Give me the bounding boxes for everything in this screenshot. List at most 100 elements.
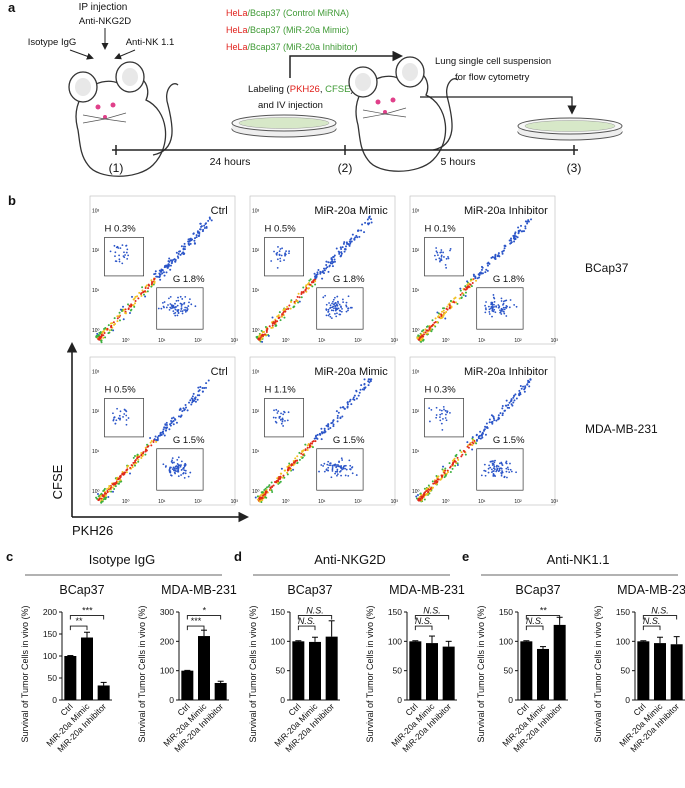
flow-dot	[433, 482, 436, 485]
significance-label: N.S.	[651, 606, 669, 616]
flow-dot	[505, 315, 508, 317]
flow-dot	[199, 228, 202, 231]
flow-dot	[323, 462, 326, 465]
flow-dot	[305, 286, 308, 289]
flow-dot	[157, 307, 160, 310]
y-tick-label: 100	[388, 636, 402, 646]
flow-dot	[117, 478, 120, 481]
significance-bracket	[297, 615, 333, 620]
flow-dot	[203, 387, 206, 390]
flow-dot	[490, 471, 493, 474]
flow-dot	[328, 265, 331, 268]
axis-tick-label: 10³	[92, 369, 100, 375]
flow-dot	[448, 307, 451, 310]
flow-dot	[254, 496, 257, 499]
flow-dot	[108, 485, 111, 488]
flow-dot	[282, 425, 285, 427]
flow-dot	[119, 476, 122, 479]
flow-dot	[115, 419, 118, 422]
flow-dot	[96, 493, 99, 496]
flow-dot	[512, 234, 515, 237]
flow-dot	[450, 305, 453, 308]
flow-dot	[352, 396, 355, 399]
flow-dot	[515, 305, 518, 308]
flow-dot	[446, 411, 449, 414]
flow-dot	[500, 471, 503, 474]
flow-dot	[332, 261, 335, 264]
flow-dot	[268, 325, 271, 328]
flow-dot	[108, 490, 111, 493]
flow-dot	[315, 276, 318, 279]
y-axis-label: Survival of Tumor Cells in vivo (%)	[20, 605, 30, 742]
flow-dot	[99, 495, 102, 498]
flow-dot	[182, 407, 185, 410]
flow-dot	[501, 404, 504, 407]
flow-dot	[432, 482, 435, 485]
flow-dot	[159, 433, 162, 436]
flow-dot	[285, 250, 287, 253]
flow-dot	[306, 444, 309, 447]
flow-dot	[449, 465, 452, 468]
flow-dot	[440, 422, 443, 425]
flow-dot	[136, 295, 139, 298]
flow-dot	[279, 257, 282, 260]
flow-dot	[290, 299, 293, 302]
flow-dot	[428, 492, 431, 495]
flow-dot	[497, 470, 500, 473]
step: (2)	[338, 161, 353, 175]
flow-dot	[183, 309, 186, 311]
flow-dot	[116, 320, 119, 323]
flow-dot	[367, 378, 370, 381]
flow-dot	[345, 468, 348, 471]
flow-dot	[95, 336, 98, 339]
flow-dot	[441, 316, 444, 319]
flow-dot	[466, 283, 469, 286]
flow-dot	[493, 461, 496, 464]
flow-dot	[306, 448, 309, 451]
flow-dot	[316, 271, 319, 274]
flow-dot	[460, 455, 463, 458]
gate-label: G 1.8%	[333, 274, 365, 285]
flow-dot	[140, 456, 143, 459]
flow-dot	[195, 236, 198, 239]
flow-dot	[498, 305, 501, 308]
flow-dot	[500, 467, 502, 470]
flow-dot	[474, 275, 477, 278]
flow-dot	[520, 387, 523, 390]
flow-dot	[201, 387, 204, 390]
cell-line-part: HeLa	[226, 42, 248, 52]
flow-dot	[522, 385, 525, 388]
flow-dot	[496, 464, 498, 467]
flow-dot	[499, 412, 502, 415]
axis-tick-label: 10⁰	[442, 499, 450, 505]
arrow	[114, 49, 136, 60]
flow-dot	[113, 317, 116, 320]
gate-label: H 0.5%	[105, 385, 137, 396]
flow-dot	[172, 423, 175, 426]
flow-dot	[162, 271, 165, 274]
flow-dot	[165, 306, 168, 309]
flow-dot	[190, 403, 193, 406]
flow-dot	[351, 472, 354, 475]
flow-dot	[159, 278, 162, 281]
flow-dot	[514, 232, 517, 235]
flow-dot	[278, 416, 281, 418]
significance-label: ***	[190, 616, 201, 626]
flow-dot	[170, 417, 173, 420]
flow-dot	[449, 300, 452, 303]
y-axis-label: Survival of Tumor Cells in vivo (%)	[593, 605, 603, 742]
flow-dot	[278, 478, 281, 481]
flow-dot	[495, 419, 498, 422]
flow-dot	[258, 500, 261, 503]
axis-tick-label: 10¹	[318, 338, 326, 344]
flow-dot	[417, 498, 420, 501]
flow-dot	[301, 456, 304, 459]
significance-label: ***	[82, 606, 93, 616]
flow-dot	[175, 421, 178, 424]
flow-dot	[505, 467, 508, 470]
flow-dot	[306, 446, 309, 449]
flow-dot	[469, 279, 472, 282]
flow-dot	[476, 277, 479, 280]
label: and IV injection	[258, 100, 323, 111]
flow-dot	[134, 295, 137, 298]
